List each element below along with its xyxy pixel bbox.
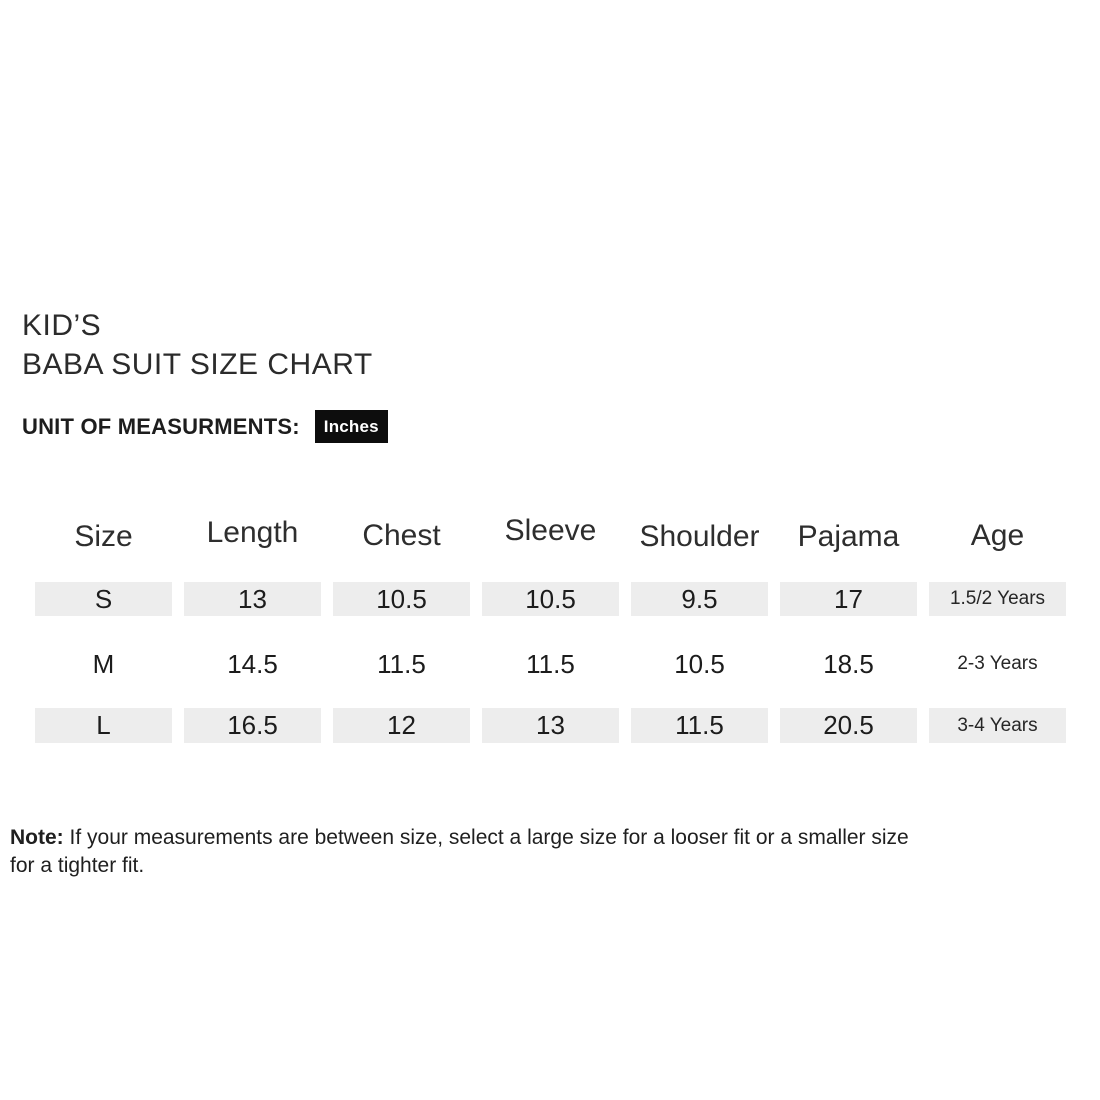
title-line-chart-name: BABA SUIT SIZE CHART	[22, 348, 373, 381]
cell-s-size: S	[35, 582, 172, 616]
cell-s-age: 1.5/2 Years	[929, 582, 1066, 616]
header-cell-age: Age	[970, 519, 1025, 552]
table-header-row: Size Length Chest Sleeve Shoulder Pajama Age	[35, 514, 1066, 556]
unit-value-badge: Inches	[314, 410, 388, 443]
cell-m-length: 14.5	[227, 648, 278, 679]
header-cell-pajama: Pajama	[797, 520, 900, 553]
cell-m-pajama: 18.5	[823, 648, 874, 679]
cell-l-age: 3-4 Years	[929, 708, 1066, 743]
cell-s-chest: 10.5	[333, 582, 470, 616]
unit-of-measurement-row: UNIT OF MEASURMENTS: Inches	[22, 410, 388, 443]
cell-l-size: L	[35, 708, 172, 743]
header-cell-shoulder: Shoulder	[639, 520, 760, 553]
page-title: KID’S BABA SUIT SIZE CHART	[22, 306, 373, 384]
cell-l-chest: 12	[333, 708, 470, 743]
cell-l-length: 16.5	[184, 708, 321, 743]
cell-l-shoulder: 11.5	[631, 708, 768, 743]
note-label: Note:	[10, 826, 64, 849]
note-body-line1: If your measurements are between size, s…	[69, 826, 909, 849]
note-text: Note: If your measurements are between s…	[10, 824, 1085, 880]
header-cell-sleeve: Sleeve	[504, 514, 597, 547]
table-row-m: M 14.5 11.5 11.5 10.5 18.5 2-3 Years	[35, 647, 1066, 681]
cell-l-pajama: 20.5	[780, 708, 917, 743]
cell-m-age: 2-3 Years	[957, 653, 1038, 674]
cell-m-chest: 11.5	[377, 648, 426, 679]
cell-m-sleeve: 11.5	[526, 648, 575, 679]
cell-m-shoulder: 10.5	[674, 648, 725, 679]
table-row-s: S 13 10.5 10.5 9.5 17 1.5/2 Years	[35, 582, 1066, 616]
cell-s-sleeve: 10.5	[482, 582, 619, 616]
cell-s-length: 13	[184, 582, 321, 616]
header-cell-length: Length	[206, 516, 299, 549]
cell-l-sleeve: 13	[482, 708, 619, 743]
cell-s-pajama: 17	[780, 582, 917, 616]
cell-m-size: M	[92, 648, 115, 679]
table-row-l: L 16.5 12 13 11.5 20.5 3-4 Years	[35, 708, 1066, 743]
header-cell-size: Size	[74, 520, 133, 553]
unit-label: UNIT OF MEASURMENTS:	[22, 413, 300, 439]
header-cell-chest: Chest	[362, 519, 441, 552]
note-body-line2: for a tighter fit.	[10, 854, 145, 877]
cell-s-shoulder: 9.5	[631, 582, 768, 616]
title-line-kids: KID’S	[22, 309, 102, 342]
